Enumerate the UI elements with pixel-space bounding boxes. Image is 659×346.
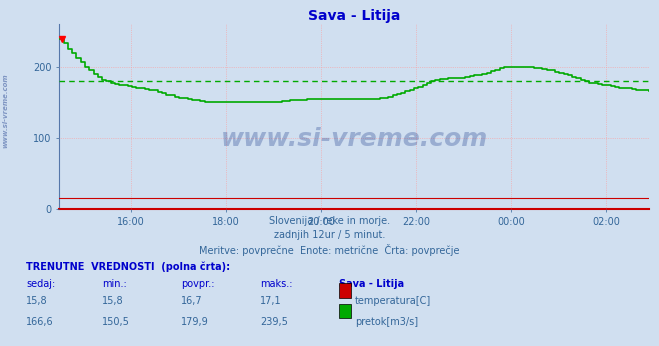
Text: povpr.:: povpr.:	[181, 279, 215, 289]
Text: maks.:: maks.:	[260, 279, 293, 289]
Text: TRENUTNE  VREDNOSTI  (polna črta):: TRENUTNE VREDNOSTI (polna črta):	[26, 261, 231, 272]
Text: www.si-vreme.com: www.si-vreme.com	[2, 73, 9, 148]
Text: 15,8: 15,8	[102, 296, 124, 306]
Text: 166,6: 166,6	[26, 317, 54, 327]
Text: zadnjih 12ur / 5 minut.: zadnjih 12ur / 5 minut.	[273, 230, 386, 240]
Text: temperatura[C]: temperatura[C]	[355, 296, 432, 306]
Text: 179,9: 179,9	[181, 317, 209, 327]
Text: 15,8: 15,8	[26, 296, 48, 306]
Text: www.si-vreme.com: www.si-vreme.com	[221, 127, 488, 151]
Text: Slovenija / reke in morje.: Slovenija / reke in morje.	[269, 216, 390, 226]
Text: 16,7: 16,7	[181, 296, 203, 306]
Text: 150,5: 150,5	[102, 317, 130, 327]
Text: 239,5: 239,5	[260, 317, 288, 327]
Text: 17,1: 17,1	[260, 296, 282, 306]
Text: pretok[m3/s]: pretok[m3/s]	[355, 317, 418, 327]
Text: Sava - Litija: Sava - Litija	[339, 279, 405, 289]
Text: Meritve: povprečne  Enote: metrične  Črta: povprečje: Meritve: povprečne Enote: metrične Črta:…	[199, 244, 460, 256]
Text: sedaj:: sedaj:	[26, 279, 55, 289]
Title: Sava - Litija: Sava - Litija	[308, 9, 401, 23]
Text: min.:: min.:	[102, 279, 127, 289]
